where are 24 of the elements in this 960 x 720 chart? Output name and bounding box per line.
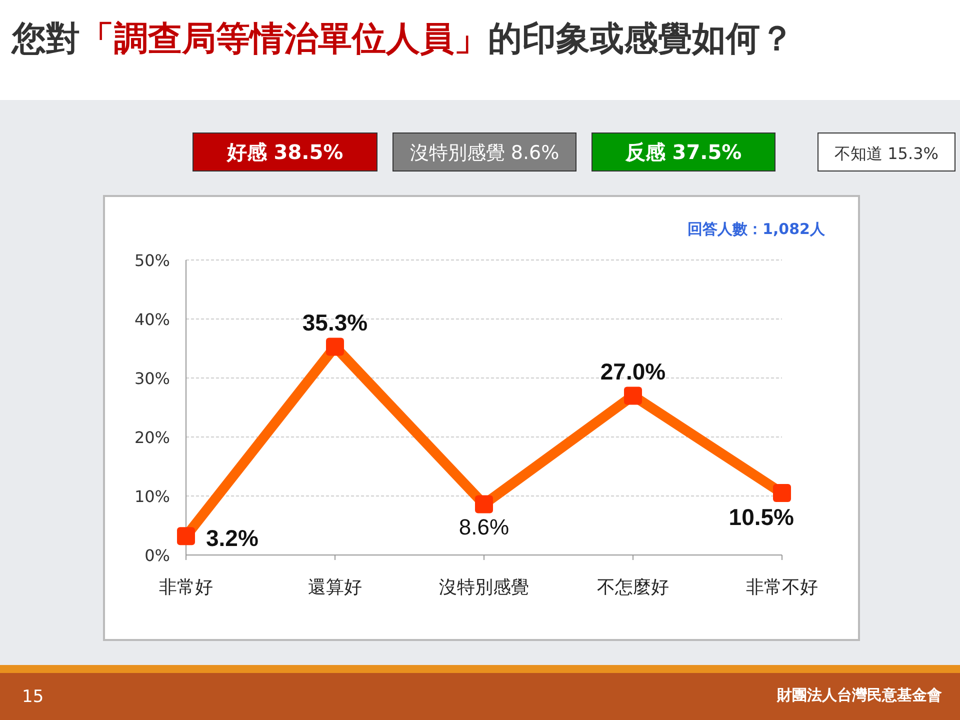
text: 回答人數：1,082人: [688, 220, 826, 238]
x-tick-label: 還算好: [308, 577, 362, 598]
y-tick-label: 10%: [134, 487, 170, 506]
text: 15: [22, 687, 44, 707]
text: 好感 38.5%: [226, 140, 344, 164]
data-label: 8.6%: [458, 514, 510, 540]
text: 反感 37.5%: [624, 140, 742, 164]
data-label: 3.2%: [206, 525, 258, 552]
data-label: 10.5%: [728, 504, 794, 530]
y-tick-label: 40%: [134, 310, 170, 329]
text: 財團法人台灣民意基金會: [776, 686, 942, 704]
x-tick-label: 非常好: [159, 577, 213, 598]
text: 不知道 15.3%: [834, 144, 938, 163]
chart-title: 您對「調查局等情治單位人員」的印象或感覺如何？: [10, 19, 794, 59]
text: 沒特別感覺 8.6%: [410, 142, 560, 164]
x-tick-label: 沒特別感覺: [439, 577, 529, 598]
y-tick-label: 20%: [134, 428, 170, 447]
data-label: 35.3%: [302, 310, 368, 336]
y-tick-label: 50%: [134, 251, 170, 270]
y-tick-label: 30%: [134, 369, 170, 388]
data-label: 27.0%: [600, 358, 666, 385]
x-tick-label: 不怎麼好: [597, 577, 669, 598]
x-tick-label: 非常不好: [746, 577, 818, 598]
y-tick-label: 0%: [144, 546, 170, 565]
